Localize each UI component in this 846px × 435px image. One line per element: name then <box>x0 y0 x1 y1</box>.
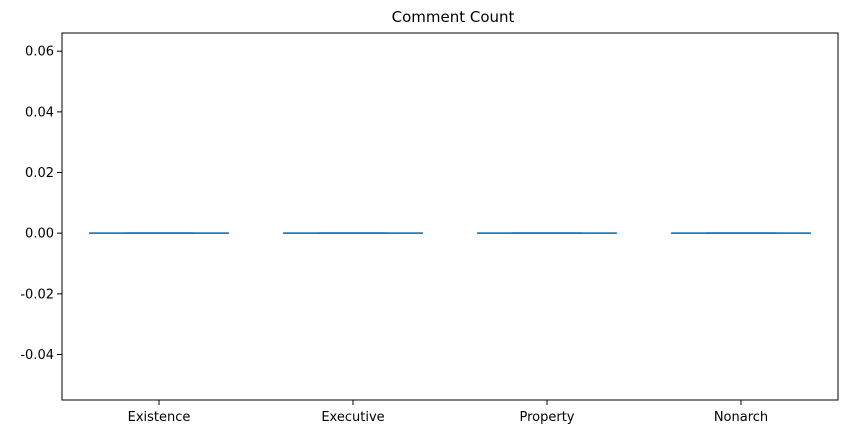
x-axis: Existence Executive Property Nonarch <box>128 400 768 425</box>
y-tick-label: 0.04 <box>25 105 54 120</box>
x-tick-label: Executive <box>321 410 384 425</box>
plot-area-frame <box>61 32 839 401</box>
y-tick-label: -0.04 <box>20 348 54 363</box>
chart-title: Comment Count <box>392 8 515 26</box>
x-tick-label: Nonarch <box>714 410 768 425</box>
y-tick-label: -0.02 <box>20 287 54 302</box>
x-tick-label: Property <box>519 410 574 425</box>
y-tick-label: 0.02 <box>25 166 54 181</box>
x-tick-label: Existence <box>128 410 191 425</box>
y-axis: 0.06 0.04 0.02 0.00 -0.02 -0.04 <box>20 45 62 363</box>
y-tick-label: 0.00 <box>25 227 54 242</box>
y-tick-label: 0.06 <box>25 45 54 60</box>
